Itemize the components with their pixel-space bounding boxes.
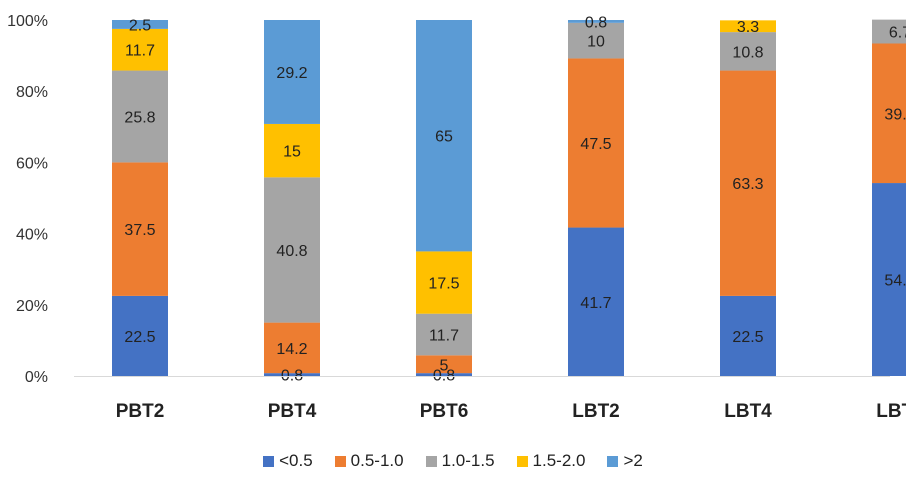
legend-item: >2: [607, 451, 643, 471]
bar-segment: [720, 70, 776, 296]
legend-label: <0.5: [279, 451, 313, 470]
bar-segment: [872, 43, 906, 184]
bar-segment: [416, 373, 472, 376]
data-label: 39.2: [884, 106, 906, 123]
data-label: 5: [440, 357, 449, 374]
legend-swatch: [334, 455, 346, 467]
legend-label: >2: [623, 451, 643, 470]
data-label: 10.8: [732, 44, 763, 61]
data-label: 11.7: [125, 43, 155, 60]
legend-swatch: [425, 455, 437, 467]
data-label: 14.2: [276, 341, 307, 358]
data-label: 37.5: [124, 222, 155, 239]
data-label: 10: [587, 34, 605, 51]
y-tick-label: 100%: [7, 13, 48, 30]
data-label: 0.8: [585, 14, 607, 31]
data-label: 47.5: [580, 136, 611, 153]
bar-segment: [112, 20, 168, 29]
legend-label: 1.0-1.5: [441, 451, 495, 470]
bar-segment: [416, 355, 472, 374]
y-tick-label: 40%: [16, 227, 48, 244]
legend-item: <0.5: [263, 451, 313, 471]
bar-segment: [720, 20, 776, 33]
y-tick-label: 0%: [25, 369, 48, 386]
bar-segment: [416, 313, 472, 356]
bar-segment: [416, 20, 472, 252]
legend-label: 1.5-2.0: [532, 451, 586, 470]
bar-segment: [112, 28, 168, 71]
data-label: 2.5: [129, 17, 151, 34]
y-tick-label: 80%: [16, 84, 48, 101]
legend-swatch: [263, 455, 275, 467]
x-category-label: PBT6: [420, 401, 469, 422]
bar-segment: [264, 373, 320, 376]
data-label: 15: [283, 144, 301, 161]
legend-label: 0.5-1.0: [350, 451, 404, 470]
data-label: 65: [435, 129, 453, 146]
bar-segment: [568, 58, 624, 228]
x-category-label: LBT6: [876, 401, 906, 422]
data-label: 29.2: [276, 65, 307, 82]
data-label: 54.2: [884, 273, 906, 290]
data-label: 63.3: [732, 176, 763, 193]
bar-segment: [264, 20, 320, 124]
x-category-label: LBT4: [724, 401, 772, 422]
x-category-label: LBT2: [572, 401, 620, 422]
bar-segment: [720, 295, 776, 376]
x-category-label: PBT2: [116, 401, 165, 422]
bar-segment: [112, 70, 168, 163]
data-label: 17.5: [428, 276, 459, 293]
bar-segment: [112, 295, 168, 376]
data-label: 3.3: [737, 19, 759, 36]
bar-segment: [416, 251, 472, 314]
legend-item: 0.5-1.0: [334, 451, 404, 471]
data-label: 25.8: [124, 109, 155, 126]
data-label: 6.7: [889, 25, 906, 42]
legend-item: 1.5-2.0: [516, 451, 586, 471]
legend-item: 1.0-1.5: [425, 451, 495, 471]
bar-segment: [872, 183, 906, 376]
data-label: 22.5: [124, 329, 155, 346]
data-label: 22.5: [732, 329, 763, 346]
y-axis: 0% 20% 40% 60% 80% 100%: [7, 13, 48, 386]
bar-segment: [720, 32, 776, 71]
y-tick-label: 20%: [16, 298, 48, 315]
bar-segment: [264, 177, 320, 323]
bar-segment: [112, 162, 168, 296]
data-label: 41.7: [580, 295, 611, 312]
x-category-label: PBT4: [268, 401, 317, 422]
legend-swatch: [607, 455, 619, 467]
y-tick-label: 60%: [16, 155, 48, 172]
data-label: 11.7: [429, 328, 459, 345]
bar-segment: [568, 22, 624, 59]
bar-stacks: 22.537.525.811.72.50.814.240.81529.20.85…: [112, 14, 906, 385]
legend-swatch: [516, 455, 528, 467]
bar-segment: [568, 20, 624, 23]
x-axis: PBT2 PBT4 PBT6 LBT2 LBT4 LBT6: [74, 376, 906, 422]
data-label: 40.8: [276, 243, 307, 260]
bar-segment: [264, 322, 320, 374]
chart-legend: <0.5 0.5-1.0 1.0-1.5 1.5-2.0 >2: [0, 451, 906, 471]
bar-segment: [568, 227, 624, 376]
bar-segment: [264, 123, 320, 178]
bar-segment: [872, 19, 906, 44]
stacked-bar-chart: 0% 20% 40% 60% 80% 100% 22.5 37.5 25.8 11.7 2.5 0.…: [7, 13, 906, 422]
